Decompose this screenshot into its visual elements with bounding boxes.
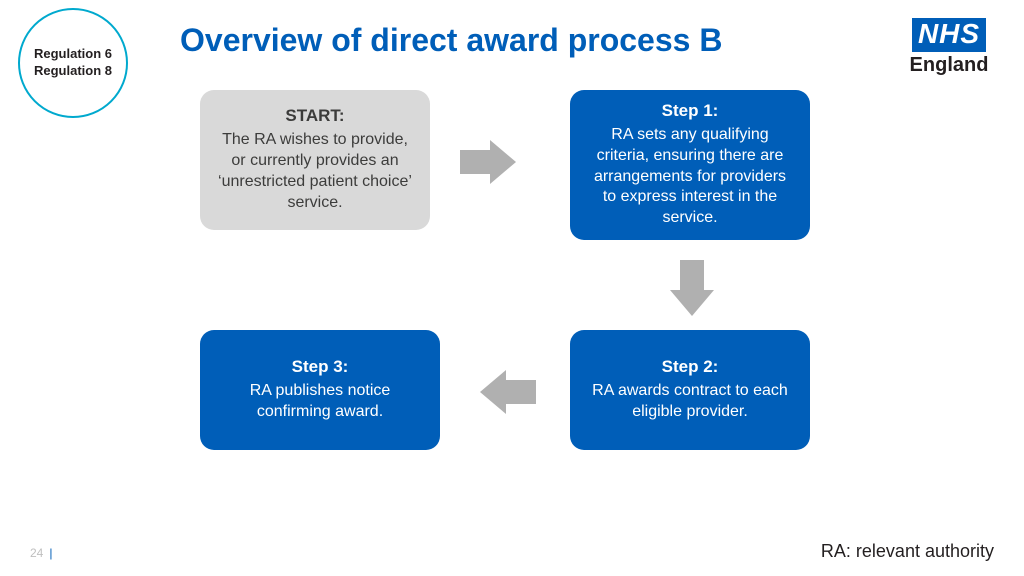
regulation-badge: Regulation 6 Regulation 8 bbox=[18, 8, 128, 118]
page-number-value: 24 bbox=[30, 546, 43, 560]
node-body: RA sets any qualifying criteria, ensurin… bbox=[586, 125, 794, 229]
node-title: START: bbox=[216, 106, 414, 126]
badge-line2: Regulation 8 bbox=[34, 63, 112, 80]
flow-node-step1: Step 1: RA sets any qualifying criteria,… bbox=[570, 90, 810, 240]
page-title: Overview of direct award process B bbox=[180, 22, 722, 59]
node-title: Step 1: bbox=[586, 101, 794, 121]
nhs-logo-bottom: England bbox=[904, 54, 994, 77]
flow-node-step2: Step 2: RA awards contract to each eligi… bbox=[570, 330, 810, 450]
nhs-logo: NHS England bbox=[904, 18, 994, 77]
node-title: Step 2: bbox=[586, 357, 794, 377]
flow-node-start: START: The RA wishes to provide, or curr… bbox=[200, 90, 430, 230]
footnote: RA: relevant authority bbox=[821, 541, 994, 562]
flow-node-step3: Step 3: RA publishes notice confirming a… bbox=[200, 330, 440, 450]
node-title: Step 3: bbox=[216, 357, 424, 377]
node-body: The RA wishes to provide, or currently p… bbox=[216, 130, 414, 213]
node-body: RA publishes notice confirming award. bbox=[216, 381, 424, 423]
nhs-logo-top: NHS bbox=[912, 18, 986, 52]
badge-line1: Regulation 6 bbox=[34, 46, 112, 63]
node-body: RA awards contract to each eligible prov… bbox=[586, 381, 794, 423]
page-number-bar: | bbox=[49, 546, 52, 560]
page-number: 24 | bbox=[30, 546, 52, 560]
